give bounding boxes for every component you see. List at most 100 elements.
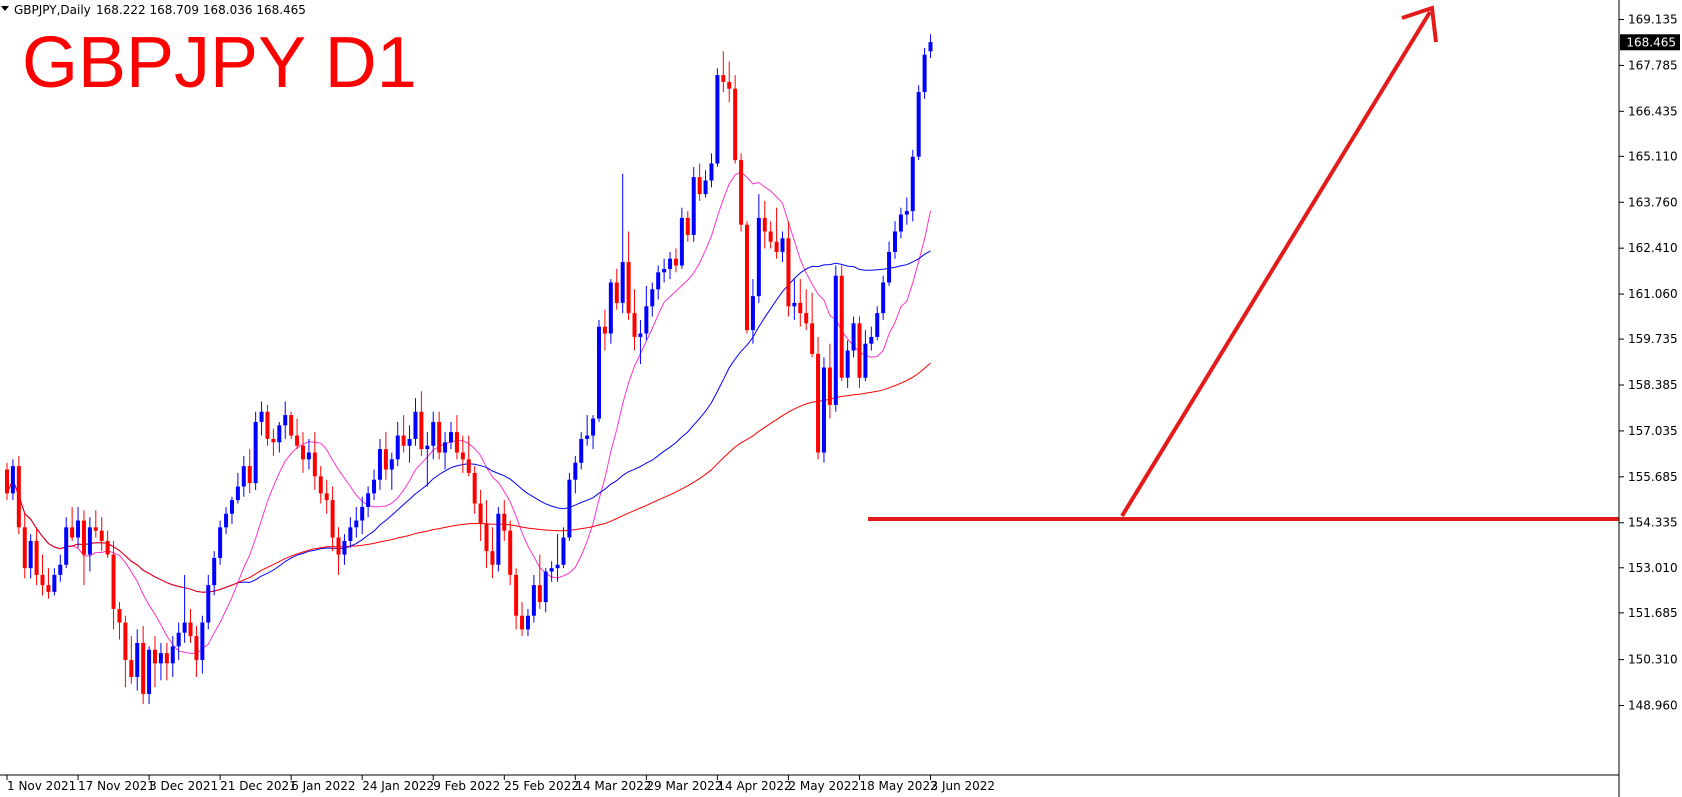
xtick-label: 18 May 2022 [859,779,937,793]
candle-body [893,231,897,252]
candle [241,455,246,497]
candle [147,646,152,705]
candle-body [153,649,157,664]
candle [466,435,471,477]
candle [413,398,418,446]
xtick-label: 25 Feb 2022 [504,779,579,793]
candle-body [750,296,755,331]
candle [437,411,442,460]
candle-body [673,258,678,266]
candle-body [366,493,371,507]
trend-arrow-shaft [1120,10,1432,518]
candle [360,496,365,535]
candle [330,486,335,552]
candle-body [449,432,453,443]
candle [454,415,459,460]
candle-body [543,571,548,603]
candle [673,248,678,273]
ytick-label: 162.410 [1628,241,1678,255]
candle-body [318,476,323,494]
candle [407,425,412,463]
moving-averages [6,171,931,654]
price-axis[interactable]: 169.135 167.785 166.435 165.110 163.760 162.4… [1619,13,1678,713]
candle-body [431,421,436,446]
candle-body [644,306,649,334]
candle-body [780,238,785,252]
candle [5,462,9,501]
candle [531,574,536,623]
candle [816,336,821,460]
candle-body [437,421,442,453]
candle [34,527,39,586]
candle-body [561,537,566,565]
candle-body [306,452,311,460]
candle-body [129,659,134,677]
candle-body [10,466,15,494]
candle [271,428,276,456]
candle-body [372,479,377,494]
candle-body [76,520,81,538]
candle-body [608,282,613,334]
candle [591,415,596,450]
candle-body [170,646,175,664]
candle-body [472,472,477,504]
candle [928,34,933,59]
candle-body [70,527,75,538]
candle-body [218,527,223,558]
candle-body [591,418,596,436]
ytick-label: 157.035 [1628,424,1678,438]
candle-body [229,500,234,514]
candle [218,520,223,565]
candle [520,602,525,637]
candle-body [715,75,720,164]
candle [87,517,92,572]
candle-body [786,238,791,307]
candle [839,265,844,382]
candle-body [549,568,554,572]
candle [762,200,767,249]
candle [324,479,329,514]
candle-body [845,350,850,378]
candle-body [407,438,412,446]
candle [342,534,347,565]
xtick-label: 3 Dec 2021 [149,779,218,793]
candle-body [105,540,110,555]
candle [745,221,749,334]
candle [585,415,590,446]
candle-body [34,540,39,575]
annotations [868,5,1619,521]
candle-body [804,313,809,324]
candle-body [99,530,104,541]
candle-body [312,452,317,477]
candle-body [531,585,536,616]
candle [247,449,252,494]
candle [318,466,323,504]
candle-body [502,513,507,531]
candle-body [739,160,744,225]
candle-body [597,326,601,419]
current-price-marker: 168.465 [1620,34,1680,51]
ytick-label: 150.310 [1628,653,1678,667]
candle [821,357,826,463]
candle-body [46,585,51,592]
candle [200,615,205,674]
candle [573,455,578,494]
xtick-label: 3 Jun 2022 [931,779,996,793]
candle [224,506,229,535]
candle [188,608,193,643]
candle [443,432,448,470]
candle-body [330,500,335,538]
candle [845,340,850,388]
candle-body [224,513,229,528]
dropdown-triangle-icon[interactable] [1,6,9,11]
candle-body [928,42,933,52]
candle [377,438,382,490]
xtick-label: 17 Nov 2021 [78,779,155,793]
candle [644,285,649,341]
candle [170,636,175,677]
candle [703,170,708,198]
candle-body [241,466,246,487]
candle [768,221,773,249]
